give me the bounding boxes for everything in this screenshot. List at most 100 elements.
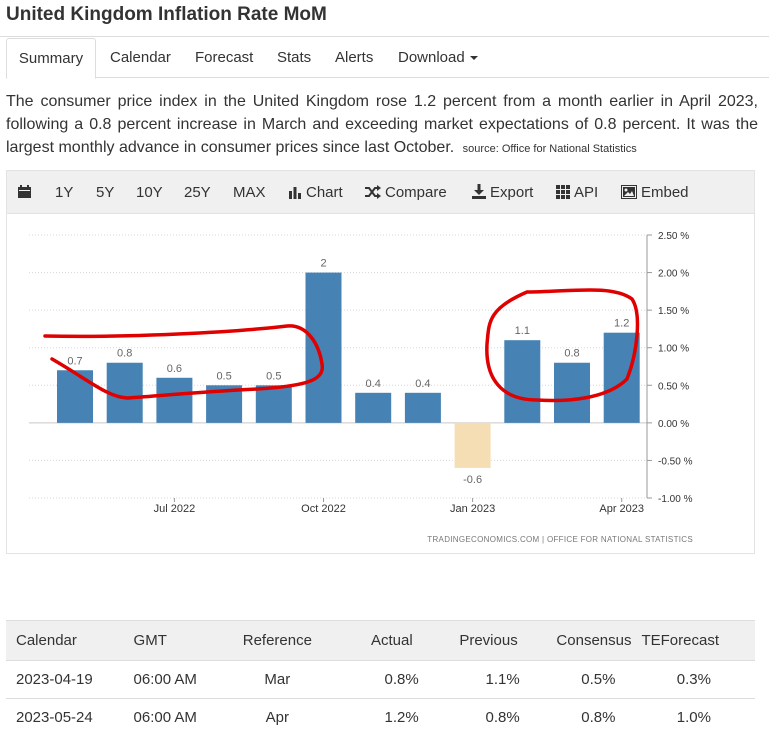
chart-bar bbox=[554, 362, 590, 423]
cell-consensus: 0.5% bbox=[537, 660, 642, 699]
table-header-row: Calendar GMT Reference Actual Previous C… bbox=[6, 620, 755, 661]
chart-button[interactable]: Chart bbox=[288, 171, 343, 215]
data-label: 0.8 bbox=[564, 348, 579, 360]
range-10y-button[interactable]: 10Y bbox=[136, 184, 163, 201]
chart-bar bbox=[255, 385, 292, 423]
y-tick-label: 1.00 % bbox=[658, 344, 689, 355]
range-5y-button[interactable]: 5Y bbox=[96, 184, 115, 201]
data-label: 0.8 bbox=[117, 348, 132, 360]
source-note: source: Office for National Statistics bbox=[463, 143, 637, 155]
y-tick-label: 0.00 % bbox=[658, 419, 689, 430]
column-header-teforecast[interactable]: TEForecast bbox=[641, 620, 755, 661]
tab-stats[interactable]: Stats bbox=[277, 49, 312, 66]
y-tick-label: 2.50 % bbox=[658, 231, 689, 242]
data-label: 1.1 bbox=[515, 325, 530, 337]
caret-down-icon bbox=[469, 56, 478, 61]
chart-container: 2.50 % 2.00 % 1.50 % 1.00 % 0.50 % 0.00 % -0.5… bbox=[6, 214, 755, 554]
data-label: -0.6 bbox=[463, 474, 482, 486]
table-row: 2023-05-24 06:00 AM Apr 1.2% 0.8% 0.8% 1… bbox=[6, 698, 755, 734]
chart-bar bbox=[57, 370, 93, 423]
column-header-previous[interactable]: Previous bbox=[434, 620, 538, 661]
cell-teforecast: 0.3% bbox=[641, 660, 755, 699]
chart-bar bbox=[504, 340, 541, 423]
cell-reference: Apr bbox=[208, 698, 346, 734]
x-tick-label: Jul 2022 bbox=[154, 503, 196, 515]
column-header-actual[interactable]: Actual bbox=[345, 620, 435, 661]
x-tick-label: Jan 2023 bbox=[450, 503, 495, 515]
data-label: 2 bbox=[320, 258, 326, 270]
y-tick-label: 2.00 % bbox=[658, 269, 689, 280]
embed-button-label: Embed bbox=[641, 184, 689, 201]
bar-chart-icon bbox=[289, 186, 301, 199]
chart-toolbar: 1Y 5Y 10Y 25Y MAX Chart Compare Export A… bbox=[6, 170, 755, 214]
chart-bar bbox=[156, 377, 193, 423]
page-title: United Kingdom Inflation Rate MoM bbox=[6, 4, 327, 25]
chart-bar bbox=[454, 422, 491, 468]
range-max-button[interactable]: MAX bbox=[233, 184, 266, 201]
data-label: 0.7 bbox=[67, 355, 82, 367]
tab-download[interactable]: Download bbox=[398, 38, 478, 78]
tab-calendar[interactable]: Calendar bbox=[110, 49, 171, 66]
chart-bar bbox=[355, 392, 392, 423]
data-label: 0.5 bbox=[266, 370, 281, 382]
calendar-icon[interactable] bbox=[17, 171, 36, 215]
cell-previous: 0.8% bbox=[434, 698, 538, 734]
tab-forecast[interactable]: Forecast bbox=[195, 49, 254, 66]
chart-button-label: Chart bbox=[306, 184, 343, 201]
x-tick-label: Oct 2022 bbox=[301, 503, 346, 515]
cell-actual: 1.2% bbox=[345, 698, 435, 734]
y-tick-label: 1.50 % bbox=[658, 306, 689, 317]
y-tick-label: -1.00 % bbox=[658, 494, 693, 505]
column-header-consensus[interactable]: Consensus bbox=[537, 620, 642, 661]
cell-gmt: 06:00 AM bbox=[113, 660, 209, 699]
tab-bar: Summary Calendar Forecast Stats Alerts D… bbox=[6, 38, 769, 79]
compare-button-label: Compare bbox=[385, 184, 447, 201]
export-button-label: Export bbox=[490, 184, 534, 201]
data-label: 1.2 bbox=[614, 318, 629, 330]
source-link[interactable]: Office for National Statistics bbox=[501, 143, 637, 155]
x-tick-label: Apr 2023 bbox=[599, 503, 644, 515]
export-button[interactable]: Export bbox=[472, 171, 533, 215]
y-tick-label: -0.50 % bbox=[658, 456, 693, 467]
data-label: 0.6 bbox=[167, 363, 182, 375]
red-annotation-circle bbox=[43, 324, 325, 400]
title-divider bbox=[0, 36, 769, 37]
data-label: 0.4 bbox=[415, 378, 430, 390]
cell-previous: 1.1% bbox=[434, 660, 538, 699]
image-icon bbox=[621, 184, 637, 199]
api-button-label: API bbox=[574, 184, 599, 201]
embed-button[interactable]: Embed bbox=[621, 171, 689, 215]
column-header-calendar[interactable]: Calendar bbox=[6, 620, 114, 661]
data-label: 0.5 bbox=[216, 370, 231, 382]
source-label: source: bbox=[462, 143, 499, 155]
tab-alerts[interactable]: Alerts bbox=[335, 49, 374, 66]
summary-text: The consumer price index in the United K… bbox=[6, 93, 758, 156]
tab-summary[interactable]: Summary bbox=[6, 38, 96, 79]
y-tick-label: 0.50 % bbox=[658, 381, 689, 392]
compare-button[interactable]: Compare bbox=[364, 171, 447, 215]
shuffle-icon bbox=[365, 184, 381, 199]
range-1y-button[interactable]: 1Y bbox=[55, 184, 74, 201]
table-row: 2023-04-19 06:00 AM Mar 0.8% 1.1% 0.5% 0… bbox=[6, 660, 755, 699]
cell-consensus: 0.8% bbox=[537, 698, 642, 734]
chart-bar bbox=[305, 272, 342, 423]
grid-icon bbox=[556, 184, 570, 199]
download-icon bbox=[472, 184, 486, 200]
red-annotation-circle bbox=[485, 288, 640, 403]
api-button[interactable]: API bbox=[556, 171, 598, 215]
column-header-reference[interactable]: Reference bbox=[208, 620, 346, 661]
range-25y-button[interactable]: 25Y bbox=[184, 184, 211, 201]
cell-reference: Mar bbox=[208, 660, 346, 699]
chart-bar bbox=[603, 332, 640, 423]
cell-gmt: 06:00 AM bbox=[113, 698, 209, 734]
column-header-gmt[interactable]: GMT bbox=[113, 620, 209, 661]
summary-description: The consumer price index in the United K… bbox=[6, 90, 758, 161]
calendar-table: Calendar GMT Reference Actual Previous C… bbox=[6, 620, 755, 734]
data-label: 0.4 bbox=[366, 378, 381, 390]
chart-bar bbox=[404, 392, 441, 423]
cell-actual: 0.8% bbox=[345, 660, 435, 699]
cell-calendar: 2023-05-24 bbox=[6, 698, 114, 734]
cell-calendar: 2023-04-19 bbox=[6, 660, 114, 699]
cell-teforecast: 1.0% bbox=[641, 698, 755, 734]
chart-credits: TRADINGECONOMICS.COM | OFFICE FOR NATION… bbox=[427, 535, 693, 544]
